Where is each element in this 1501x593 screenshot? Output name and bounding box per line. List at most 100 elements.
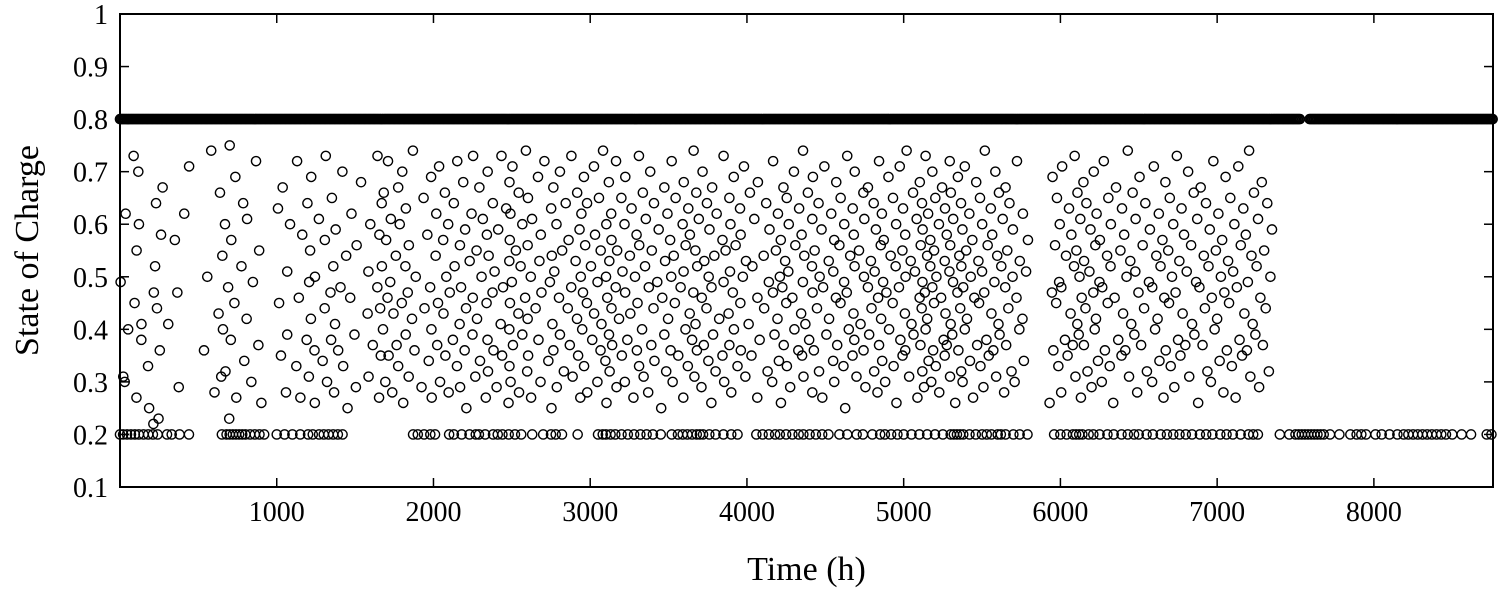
y-axis-label: State of Charge — [9, 145, 46, 356]
data-point — [666, 155, 678, 167]
data-point — [575, 392, 586, 403]
data-point — [763, 276, 775, 288]
data-point — [396, 166, 408, 177]
data-point — [1120, 345, 1131, 356]
data-point — [467, 329, 478, 340]
data-point — [1257, 339, 1269, 351]
data-point — [565, 281, 577, 293]
data-point — [774, 271, 786, 283]
data-point-lower-band — [1465, 429, 1477, 440]
data-point — [131, 245, 142, 256]
data-point — [982, 239, 993, 251]
data-point — [522, 350, 534, 361]
data-point — [930, 360, 942, 372]
data-point — [432, 297, 444, 309]
data-point — [1109, 292, 1120, 304]
data-point — [1219, 287, 1230, 298]
data-point — [802, 187, 814, 198]
data-point — [807, 213, 818, 225]
data-point — [725, 218, 736, 230]
data-point — [743, 318, 754, 330]
data-point — [517, 218, 528, 230]
data-point — [619, 376, 631, 388]
data-point — [1148, 161, 1160, 172]
data-point — [814, 271, 825, 283]
data-point-lower-band — [492, 429, 504, 440]
data-point — [639, 260, 651, 272]
data-point — [1082, 366, 1093, 377]
data-point — [551, 381, 563, 393]
data-point — [970, 176, 982, 188]
data-point — [964, 208, 975, 220]
data-point — [783, 266, 794, 277]
data-point — [229, 297, 240, 309]
data-point — [1092, 355, 1104, 367]
data-point — [1112, 334, 1124, 346]
data-point — [1174, 255, 1185, 267]
data-point — [384, 276, 396, 288]
data-point-lower-band — [704, 429, 715, 440]
data-point — [1243, 145, 1255, 156]
data-point — [954, 250, 965, 262]
data-point — [1144, 224, 1156, 235]
data-point — [416, 381, 427, 393]
data-point-lower-band — [1235, 429, 1246, 440]
data-point — [752, 176, 764, 188]
data-point — [1011, 155, 1023, 167]
data-point — [990, 166, 1001, 177]
data-point — [521, 366, 533, 377]
data-point — [631, 345, 643, 356]
data-point — [734, 203, 746, 214]
data-point-lower-band — [970, 429, 982, 440]
data-point — [575, 271, 587, 283]
data-point-lower-band — [957, 429, 969, 440]
data-point — [964, 355, 976, 367]
data-point — [978, 287, 990, 298]
data-point — [807, 171, 819, 183]
data-point — [945, 187, 957, 198]
data-point — [372, 150, 383, 162]
data-point — [920, 324, 931, 335]
data-point — [402, 287, 414, 298]
data-point — [120, 208, 131, 220]
data-point — [1146, 376, 1158, 388]
data-point-lower-band — [526, 429, 538, 440]
data-point — [546, 250, 558, 262]
y-tick-label: 0.5 — [73, 263, 108, 294]
data-point — [1233, 161, 1244, 172]
data-point — [1175, 350, 1186, 361]
data-point — [1133, 287, 1144, 298]
data-point — [821, 329, 832, 340]
data-point — [740, 371, 751, 382]
data-point — [320, 150, 332, 162]
data-point — [562, 303, 574, 314]
data-point-lower-band — [1334, 429, 1345, 440]
data-point — [504, 255, 515, 267]
data-point — [149, 260, 161, 272]
data-point — [517, 329, 528, 340]
data-point — [835, 192, 846, 204]
data-point — [1088, 166, 1100, 177]
data-point — [507, 339, 519, 351]
data-point — [425, 171, 437, 183]
data-point — [651, 276, 663, 288]
data-point — [967, 392, 979, 403]
data-point — [467, 150, 479, 162]
data-point-lower-band — [1048, 429, 1060, 440]
data-point — [424, 281, 436, 293]
data-point — [625, 308, 636, 319]
data-point — [611, 381, 622, 393]
data-point — [767, 287, 779, 298]
data-point — [481, 229, 493, 241]
data-point — [955, 197, 967, 209]
data-point — [701, 303, 712, 314]
data-point — [1110, 182, 1122, 193]
data-point — [876, 208, 888, 220]
data-point — [309, 345, 320, 356]
data-point — [1138, 303, 1150, 314]
data-point — [496, 150, 507, 162]
data-point-lower-band — [166, 429, 178, 440]
data-point — [592, 276, 603, 288]
data-point — [897, 245, 908, 256]
data-point — [133, 166, 144, 177]
